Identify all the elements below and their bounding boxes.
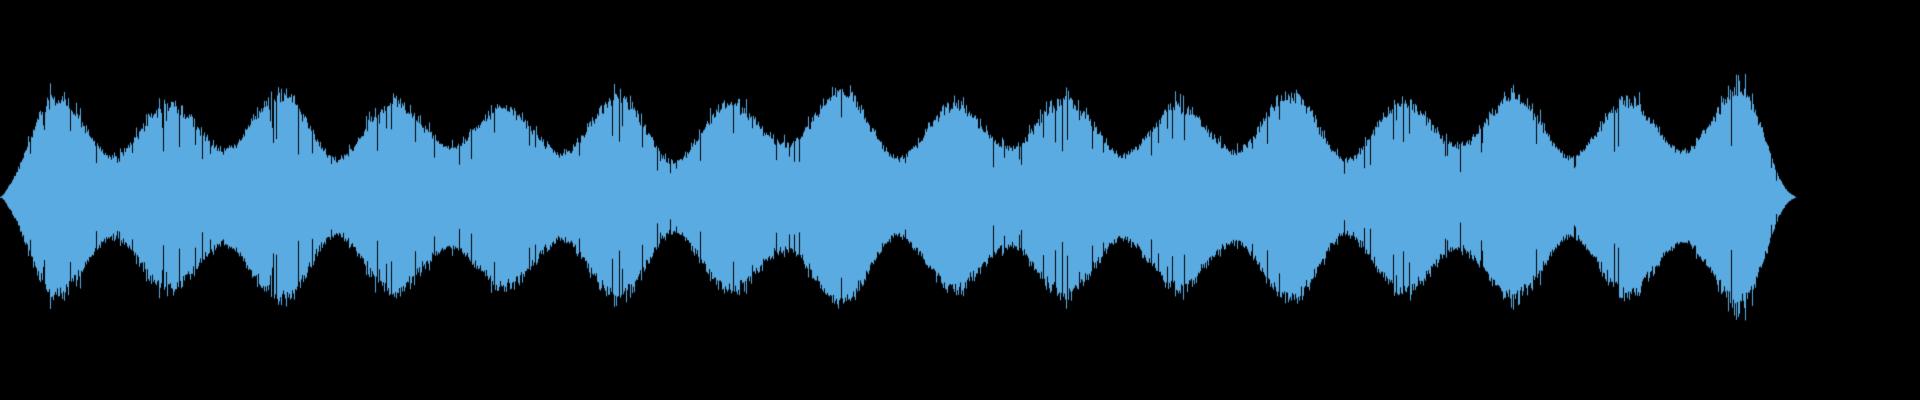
audio-waveform-viewer[interactable] [0, 0, 1920, 400]
waveform-canvas[interactable] [0, 0, 1920, 400]
